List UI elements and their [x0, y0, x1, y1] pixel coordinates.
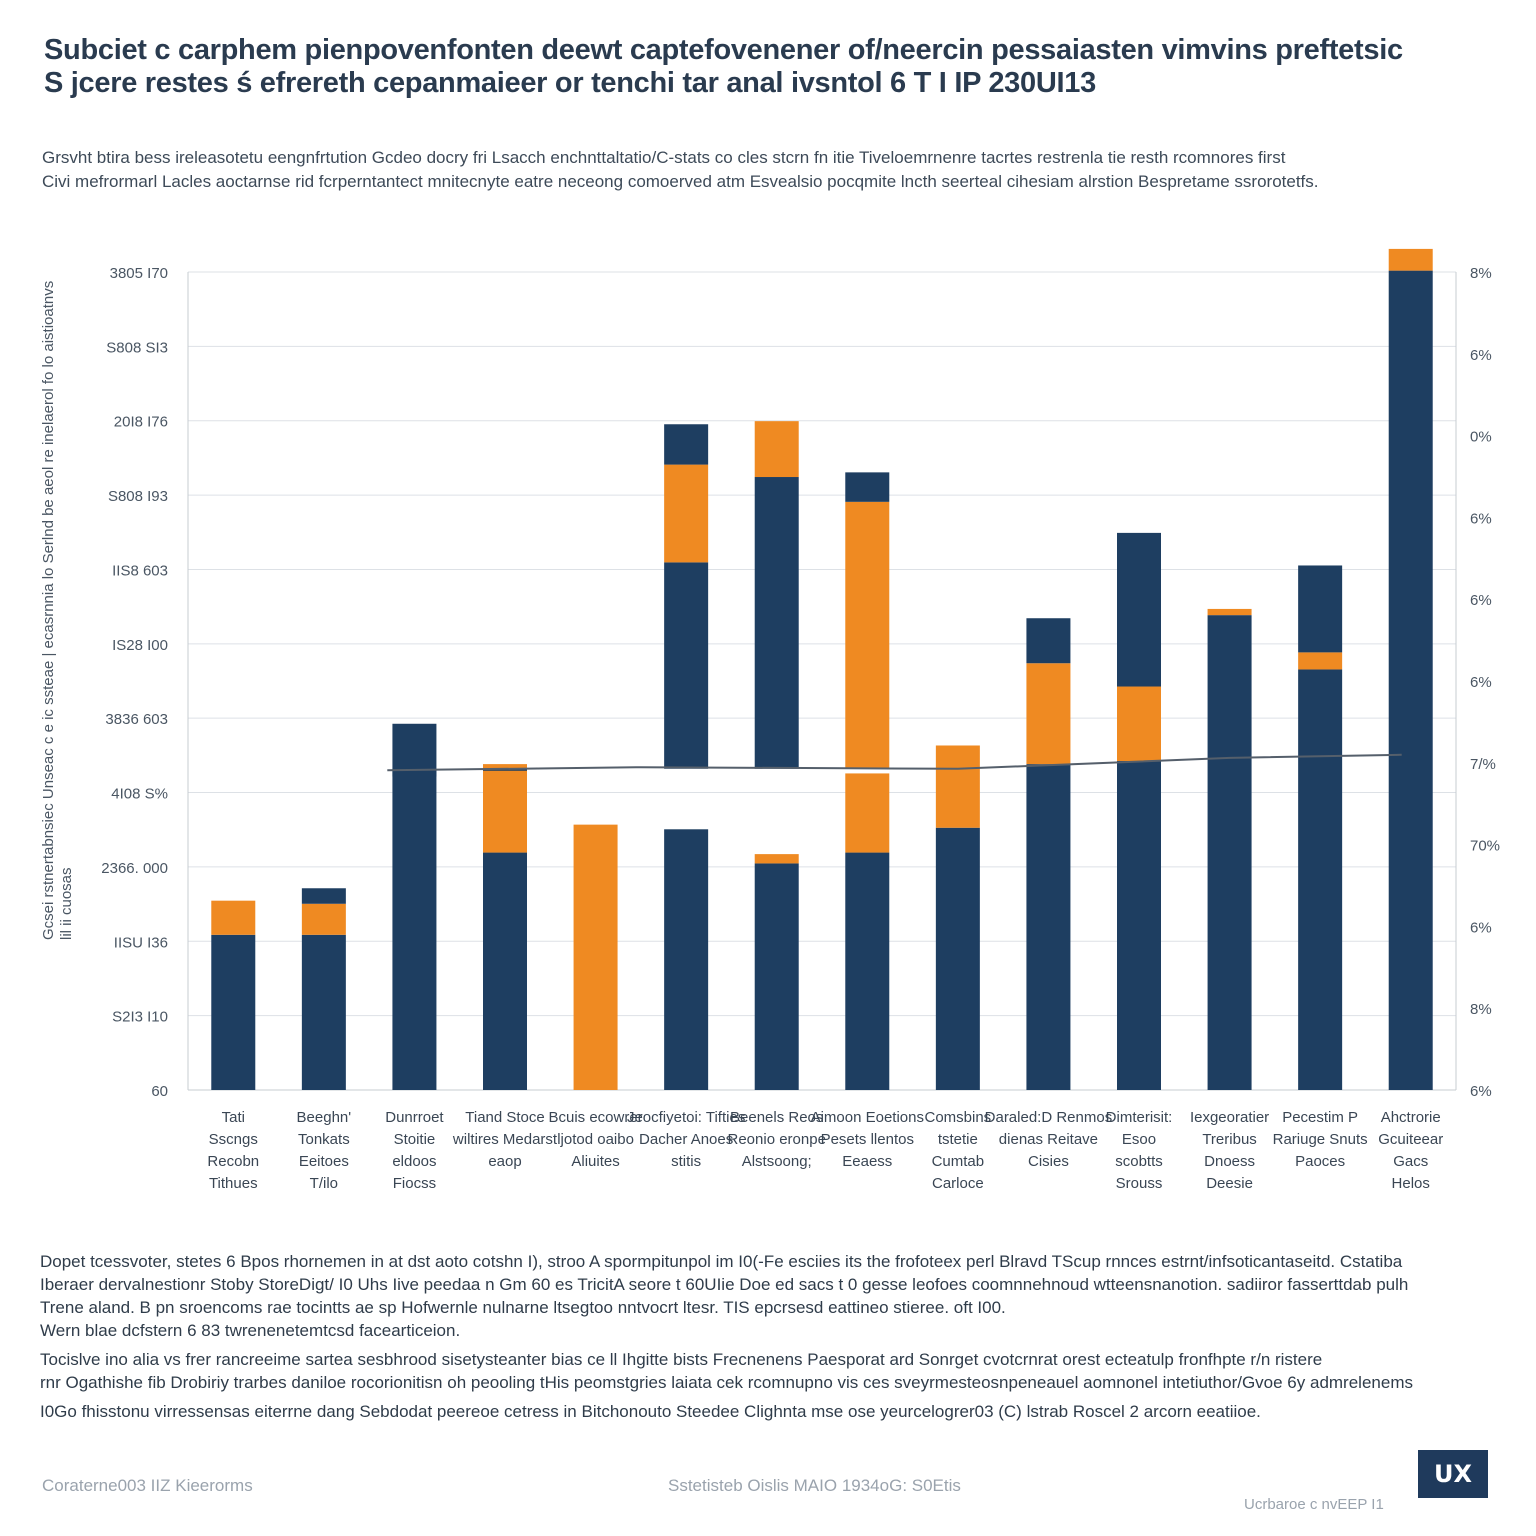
y-axis-tick-label: S2I3 I10 [112, 1009, 168, 1026]
x-axis-category-label: Iexgeoratier Treribus Dnoess Deesie [1190, 1109, 1269, 1192]
bar-segment-orange [483, 764, 527, 853]
right-axis-tick-label: 6% [1470, 592, 1492, 609]
floating-bar-segment [664, 464, 709, 563]
footnote-2-line-3: I0Go fhisstonu virressensas eiterrne dan… [40, 1402, 1261, 1421]
bar-segment-navy [1026, 764, 1071, 1090]
bar-segment-orange [211, 900, 256, 935]
bar-segment-navy [1298, 565, 1343, 653]
x-axis-category-label: Tiand Stoce wiltires Medarst eaop [452, 1109, 558, 1170]
y-axis-tick-label: IISU I36 [114, 934, 168, 951]
x-axis-category-label: Beeghn' Tonkats Eeitoes T/ilo [297, 1109, 352, 1192]
right-axis-tick-label: 0% [1470, 429, 1492, 446]
bar-segment-navy [1298, 669, 1343, 1090]
bar-segment-orange [1026, 663, 1071, 765]
bar-segment-navy [1388, 270, 1433, 1091]
footnote-2-line-1: Tocislve ino alia vs frer rancreeime sar… [40, 1350, 1323, 1369]
right-axis-tick-label: 6% [1470, 919, 1492, 936]
chart-title-line-2: S jcere restes ś efrereth cepanmaieer or… [44, 67, 1096, 99]
bar-segment-navy [1117, 761, 1161, 1090]
floating-bar-segment [754, 421, 799, 478]
bar-segment-navy [211, 934, 256, 1090]
right-axis-tick-label: 6% [1470, 674, 1492, 691]
footnote-1-line-1: Dopet tcessvoter, stetes 6 Bpos rhorneme… [40, 1252, 1403, 1271]
footnote-paragraph-2: Tocislve ino alia vs frer rancreeime sar… [40, 1348, 1480, 1423]
floating-bar-segment [845, 472, 890, 502]
bar-segment-navy [935, 827, 980, 1090]
chart-subtitle: Grsvht btira bess ireleasotetu eengnfrtu… [42, 146, 1482, 194]
y-axis-tick-label: S808 SI3 [106, 339, 168, 356]
x-axis-category-label: Comsbins tstetie Cumtab Carloce [925, 1109, 992, 1192]
y-axis-tick-label: 20I8 I76 [114, 414, 168, 431]
right-axis-tick-label: 6% [1470, 510, 1492, 527]
footnote-1-line-4: Wern blae dcfstern 6 83 twrenenetemtcsd … [40, 1321, 461, 1340]
bar-segment-orange [301, 903, 346, 935]
floating-bar-segment [754, 477, 799, 769]
x-axis-category-label: Dimterisit: Esoo scobtts Srouss [1106, 1109, 1173, 1192]
bar-chart: 60 S2I3 I10 IISU I36 2366. 000 4I08 S% 3836 6… [101, 248, 1500, 1192]
bar-segment-navy [664, 829, 709, 1090]
bar-segment-navy [301, 934, 346, 1090]
y-axis-tick-label: 4I08 S% [111, 786, 168, 803]
footnote-1-line-3: Trene aland. B pn sroencoms rae tocintts… [40, 1298, 1006, 1317]
chart-title: Subciet c carphem pienpovenfonten deewt … [44, 34, 1484, 100]
footnote-paragraph-1: Dopet tcessvoter, stetes 6 Bpos rhorneme… [40, 1250, 1480, 1342]
bar-segment-navy [1117, 532, 1161, 687]
bar-segment-navy [1026, 618, 1071, 664]
chart-subtitle-line-1: Grsvht btira bess ireleasotetu eengnfrtu… [42, 148, 1286, 167]
y-axis-tick-label: 3805 I70 [110, 265, 168, 282]
x-axis-category-label: Aimoon Eoetions Pesets llentos Eeaess [811, 1109, 924, 1170]
right-axis-tick-label: 7/% [1470, 756, 1496, 773]
y-axis-tick-label: S808 I93 [108, 488, 168, 505]
footer-copyright: Coraterne003 IIZ Kieerorms [42, 1476, 253, 1495]
bar-segment-orange [1117, 686, 1161, 762]
bar-segment-orange [1298, 652, 1343, 670]
bar-segment-navy [754, 863, 799, 1090]
floating-bar-segment [664, 424, 709, 465]
bar-segment-orange [1207, 608, 1252, 616]
x-axis-category-label: Bcuis ecowrer ljotod oaibo Aliuites [548, 1109, 642, 1170]
x-axis-category-label: Ahctrorie Gcuiteear Gacs Helos [1378, 1109, 1443, 1192]
bar-segment-navy [301, 888, 346, 904]
brand-logo: UX [1418, 1450, 1488, 1498]
bar-segment-orange [845, 773, 890, 853]
floating-bar-segment [664, 562, 709, 769]
y-axis-tick-label: 2366. 000 [101, 860, 168, 877]
bar-segment-navy [1207, 615, 1252, 1090]
x-axis-category-label: Dunrroet Stoitie eldoos Fiocss [385, 1109, 444, 1192]
footer-credit: Ucrbaroe c nvEEP I1 [1244, 1496, 1384, 1513]
bar-segment-orange [1388, 248, 1433, 271]
x-axis-category-label: Tati Sscngs Recobn Tithues [207, 1109, 259, 1192]
bar-segment-orange [935, 745, 980, 828]
floating-bar-segment [845, 501, 890, 769]
x-axis-category-label: Daraled:D Renmos dienas Reitave Cisies [985, 1109, 1113, 1170]
y-axis-tick-label: IIS8 603 [112, 562, 168, 579]
chart-title-line-1: Subciet c carphem pienpovenfonten deewt … [44, 34, 1403, 66]
right-axis-tick-label: 6% [1470, 347, 1492, 364]
x-axis-category-label: Jeocfiyetoi: Tifties Dacher Anoes stitis [627, 1109, 745, 1170]
trend-line [387, 753, 1402, 772]
right-axis-tick-label: 8% [1470, 1001, 1492, 1018]
y-axis-tick-label: 60 [151, 1083, 168, 1100]
chart-subtitle-line-2: Civi mefrormarl Lacles aoctarnse rid fcr… [42, 172, 1319, 191]
bar-segment-orange [573, 824, 618, 1090]
right-axis-tick-label: 8% [1470, 265, 1492, 282]
right-axis-tick-label: 70% [1470, 838, 1500, 855]
x-axis-category-label: Pecestim P Rariuge Snuts Paoces [1273, 1109, 1368, 1170]
bar-segment-navy [845, 852, 890, 1090]
floating-bar-segment [392, 768, 437, 777]
footnote-2-line-2: rnr Ogathishe fib Drobiriy trarbes danil… [40, 1373, 1413, 1392]
bar-segment-navy [392, 723, 437, 1090]
x-axis-category-label: Beenels Reos Reonio eronpe Alstsoong; [728, 1109, 826, 1170]
footnote-1-line-2: Iberaer dervalnestionr Stoby StoreDigt/ … [40, 1275, 1409, 1294]
bar-segment-orange [754, 854, 799, 864]
y-axis-tick-label: IS28 I00 [112, 637, 168, 654]
bar-segment-navy [483, 852, 527, 1090]
right-axis-tick-label: 6% [1470, 1083, 1492, 1100]
footer-source: Sstetisteb Oislis MAIO 1934oG: S0Etis [668, 1476, 961, 1495]
y-axis-tick-label: 3836 603 [105, 711, 168, 728]
